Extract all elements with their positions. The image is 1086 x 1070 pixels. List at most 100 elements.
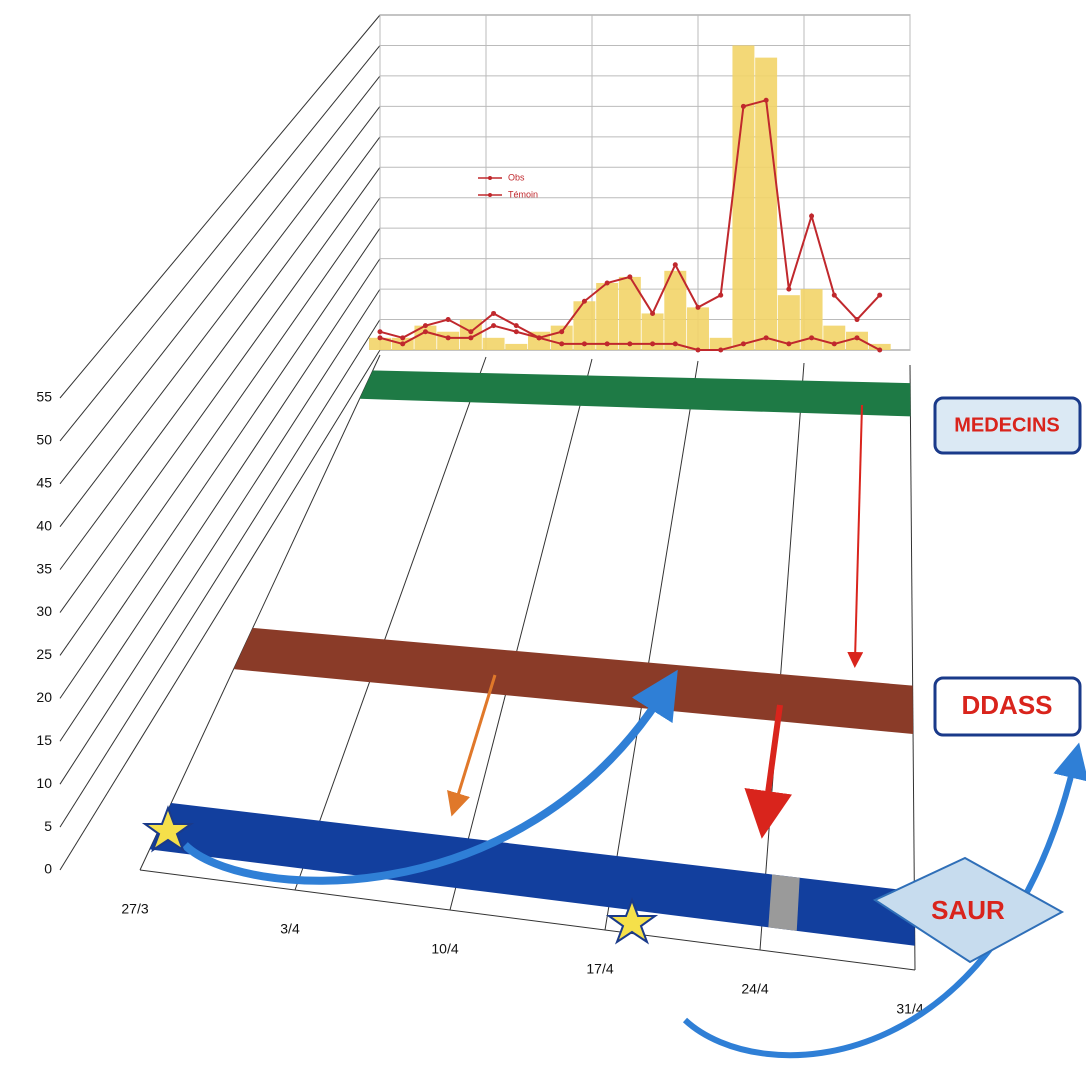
floor: 27/3 3/4 10/4 17/4 24/4 31/4 bbox=[121, 354, 924, 1017]
bar bbox=[618, 276, 641, 350]
y-tick-label: 35 bbox=[36, 560, 52, 576]
point bbox=[400, 335, 406, 341]
y-tick-label: 15 bbox=[36, 732, 52, 748]
point bbox=[422, 323, 428, 329]
point bbox=[786, 341, 792, 347]
floor-grid-line bbox=[294, 356, 487, 891]
bar bbox=[823, 325, 846, 350]
point bbox=[718, 347, 724, 353]
y-axis-line bbox=[59, 319, 381, 828]
point bbox=[763, 97, 769, 103]
bar bbox=[641, 313, 664, 350]
x-tick-label: 24/4 bbox=[741, 981, 768, 997]
point bbox=[422, 329, 428, 335]
y-axis-line bbox=[59, 349, 381, 871]
y-tick-label: 25 bbox=[36, 646, 52, 662]
bar bbox=[755, 57, 778, 351]
y-axis-line bbox=[59, 197, 381, 656]
point bbox=[559, 341, 565, 347]
y-axis-line bbox=[59, 45, 381, 442]
label-box bbox=[933, 396, 1082, 455]
legend-label: Témoin bbox=[508, 189, 538, 199]
bar bbox=[505, 343, 528, 350]
arrow bbox=[447, 674, 497, 817]
y-tick-label: 45 bbox=[36, 475, 52, 491]
annotation: SAUR bbox=[931, 895, 1005, 925]
point bbox=[672, 262, 678, 268]
annotations: MEDECINS DDASS SAUR bbox=[141, 396, 1086, 1059]
point bbox=[604, 280, 610, 286]
y-axis-line bbox=[59, 166, 381, 613]
point bbox=[468, 335, 474, 341]
annotation: DDASS bbox=[961, 690, 1052, 720]
point bbox=[718, 292, 724, 298]
y-axis-line bbox=[59, 288, 381, 785]
point bbox=[468, 329, 474, 335]
bar bbox=[664, 270, 687, 350]
point bbox=[604, 341, 610, 347]
y-axis-line bbox=[59, 14, 381, 399]
floor-grid-line bbox=[604, 360, 699, 931]
point bbox=[581, 341, 587, 347]
arrow bbox=[847, 404, 864, 668]
point bbox=[581, 298, 587, 304]
point bbox=[672, 341, 678, 347]
point bbox=[831, 341, 837, 347]
point bbox=[377, 329, 383, 335]
point bbox=[513, 323, 519, 329]
point bbox=[400, 341, 406, 347]
y-axis-line bbox=[59, 258, 381, 742]
y-axis-line bbox=[59, 106, 381, 528]
point bbox=[445, 335, 451, 341]
x-tick-label: 31/4 bbox=[896, 1001, 923, 1017]
bar bbox=[596, 283, 619, 350]
point bbox=[650, 310, 656, 316]
floor-grid-line bbox=[139, 354, 381, 871]
point bbox=[854, 335, 860, 341]
y-axis-line bbox=[59, 75, 381, 485]
point bbox=[809, 335, 815, 341]
point bbox=[786, 286, 792, 292]
point bbox=[695, 304, 701, 310]
label-diamond bbox=[872, 856, 1065, 964]
point bbox=[809, 213, 815, 219]
bar bbox=[437, 331, 460, 350]
point bbox=[740, 103, 746, 109]
point bbox=[536, 335, 542, 341]
bar bbox=[868, 343, 891, 350]
arrow bbox=[744, 704, 793, 839]
floor-band bbox=[233, 627, 914, 735]
point bbox=[559, 329, 565, 335]
y-tick-label: 50 bbox=[36, 432, 52, 448]
point bbox=[650, 341, 656, 347]
point bbox=[695, 347, 701, 353]
point bbox=[740, 341, 746, 347]
curved-arrow bbox=[182, 669, 678, 885]
floor-grid-line bbox=[449, 358, 593, 911]
y-tick-label: 40 bbox=[36, 517, 52, 533]
point bbox=[627, 341, 633, 347]
point bbox=[831, 292, 837, 298]
point bbox=[377, 335, 383, 341]
floor-band bbox=[359, 370, 911, 417]
bar bbox=[777, 295, 800, 350]
bar bbox=[732, 45, 755, 351]
curved-arrow bbox=[682, 742, 1086, 1059]
floor-band bbox=[149, 803, 915, 946]
point bbox=[854, 317, 860, 323]
x-axis bbox=[139, 869, 916, 971]
star bbox=[605, 897, 659, 945]
y-tick-label: 30 bbox=[36, 603, 52, 619]
y-tick-label: 5 bbox=[44, 818, 52, 834]
bar bbox=[573, 301, 596, 350]
label-box bbox=[933, 676, 1082, 737]
legend-swatch bbox=[488, 193, 492, 197]
point bbox=[513, 329, 519, 335]
point bbox=[627, 274, 633, 280]
floor-patch bbox=[768, 874, 800, 931]
point bbox=[445, 317, 451, 323]
y-tick-label: 10 bbox=[36, 775, 52, 791]
bar bbox=[369, 337, 391, 350]
x-tick-label: 27/3 bbox=[121, 901, 148, 917]
annotation: MEDECINS bbox=[954, 414, 1060, 436]
